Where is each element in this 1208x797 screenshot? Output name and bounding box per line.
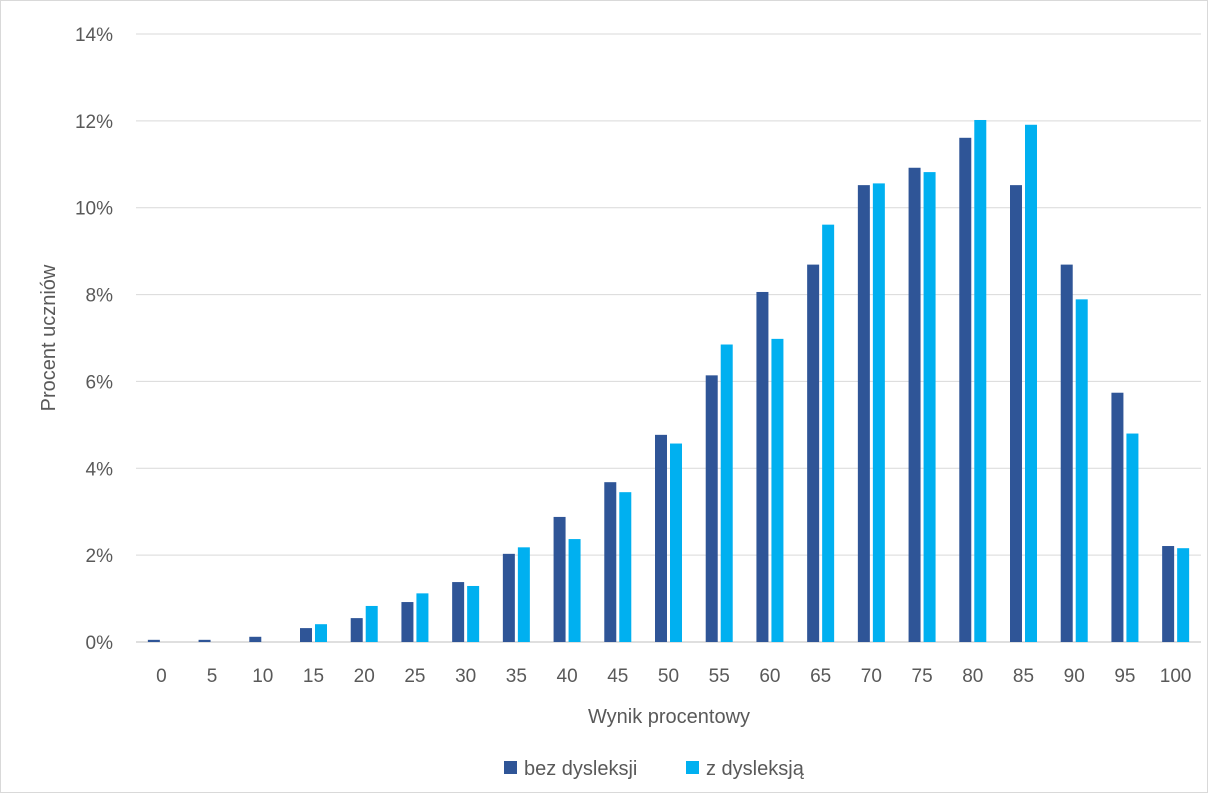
y-axis-ticks: 0% 2% 4% 6% 8% 10% 12% 14%: [75, 25, 113, 654]
bar-z-dysleksja: [670, 443, 682, 642]
bar-z-dysleksja: [822, 224, 835, 642]
bar-z-dysleksja: [1177, 548, 1190, 642]
bar-bez-dysleksji: [1111, 392, 1124, 642]
bar-bez-dysleksji: [1060, 264, 1073, 642]
bar-z-dysleksja: [416, 593, 429, 642]
bar-bez-dysleksji: [655, 434, 667, 642]
bar-bez-dysleksji: [502, 553, 515, 642]
bar-bez-dysleksji: [198, 639, 211, 642]
bar-bez-dysleksji: [705, 375, 718, 642]
bar-bez-dysleksji: [908, 167, 921, 642]
bar-bez-dysleksji: [553, 516, 566, 642]
bar-z-dysleksja: [1075, 299, 1088, 642]
x-tick-label: 30: [455, 666, 476, 687]
bar-z-dysleksja: [517, 547, 530, 642]
x-tick-label: 40: [557, 666, 578, 687]
bar-bez-dysleksji: [300, 628, 312, 642]
bar-z-dysleksja: [568, 539, 581, 642]
x-tick-label: 20: [354, 666, 375, 687]
y-axis-title: Procent uczniów: [38, 264, 60, 411]
x-tick-label: 90: [1064, 666, 1085, 687]
bar-z-dysleksja: [974, 119, 987, 642]
legend-label: bez dysleksji: [524, 758, 637, 780]
x-tick-label: 45: [607, 666, 628, 687]
y-tick-label: 0%: [86, 633, 114, 654]
bar-bez-dysleksji: [452, 582, 465, 642]
bar-bez-dysleksji: [1162, 546, 1175, 642]
legend: bez dysleksji z dysleksją: [504, 758, 805, 780]
bar-bez-dysleksji: [1010, 185, 1022, 643]
bar-z-dysleksja: [720, 344, 733, 642]
bar-bez-dysleksji: [807, 264, 820, 642]
bar-bez-dysleksji: [959, 137, 972, 642]
legend-label: z dysleksją: [706, 758, 805, 780]
legend-swatch: [504, 761, 517, 774]
bar-bez-dysleksji: [604, 482, 617, 642]
bar-z-dysleksja: [1126, 433, 1139, 642]
x-tick-label: 55: [709, 666, 730, 687]
x-tick-label: 75: [912, 666, 933, 687]
bar-z-dysleksja: [923, 172, 936, 643]
x-tick-label: 60: [759, 666, 780, 687]
x-tick-label: 65: [810, 666, 831, 687]
x-tick-label: 80: [962, 666, 983, 687]
x-axis-ticks: 0 5 10 15 20 25 30 35 40 45 50 55 60 65 70 75 80 85 90 95 10…: [156, 666, 1191, 687]
y-tick-label: 6%: [86, 372, 114, 393]
y-tick-label: 4%: [86, 459, 114, 480]
bar-bez-dysleksji: [401, 602, 414, 642]
x-tick-label: 5: [207, 666, 218, 687]
bar-z-dysleksja: [771, 338, 784, 642]
x-tick-label: 0: [156, 666, 167, 687]
bar-z-dysleksja: [315, 624, 327, 642]
x-axis-title: Wynik procentowy: [588, 706, 750, 728]
legend-swatch: [686, 761, 699, 774]
gridlines: [136, 33, 1201, 643]
y-tick-label: 2%: [86, 546, 114, 567]
x-tick-label: 50: [658, 666, 679, 687]
bar-z-dysleksja: [619, 492, 632, 642]
y-tick-label: 10%: [75, 199, 113, 220]
bars: [147, 119, 1190, 643]
bar-z-dysleksja: [1025, 124, 1037, 642]
y-tick-label: 12%: [75, 112, 113, 133]
bar-bez-dysleksji: [857, 185, 870, 643]
bar-z-dysleksja: [467, 585, 480, 642]
bar-z-dysleksja: [365, 605, 378, 642]
bar-z-dysleksja: [872, 183, 885, 642]
x-tick-label: 100: [1160, 666, 1192, 687]
bar-bez-dysleksji: [249, 636, 262, 642]
y-tick-label: 14%: [75, 25, 113, 46]
bar-bez-dysleksji: [350, 618, 363, 642]
x-tick-label: 95: [1114, 666, 1135, 687]
bar-bez-dysleksji: [147, 639, 160, 642]
x-tick-label: 10: [252, 666, 273, 687]
y-tick-label: 8%: [86, 286, 114, 307]
x-tick-label: 25: [404, 666, 425, 687]
x-tick-label: 35: [506, 666, 527, 687]
x-tick-label: 85: [1013, 666, 1034, 687]
bar-bez-dysleksji: [756, 291, 769, 642]
x-tick-label: 15: [303, 666, 324, 687]
x-tick-label: 70: [861, 666, 882, 687]
